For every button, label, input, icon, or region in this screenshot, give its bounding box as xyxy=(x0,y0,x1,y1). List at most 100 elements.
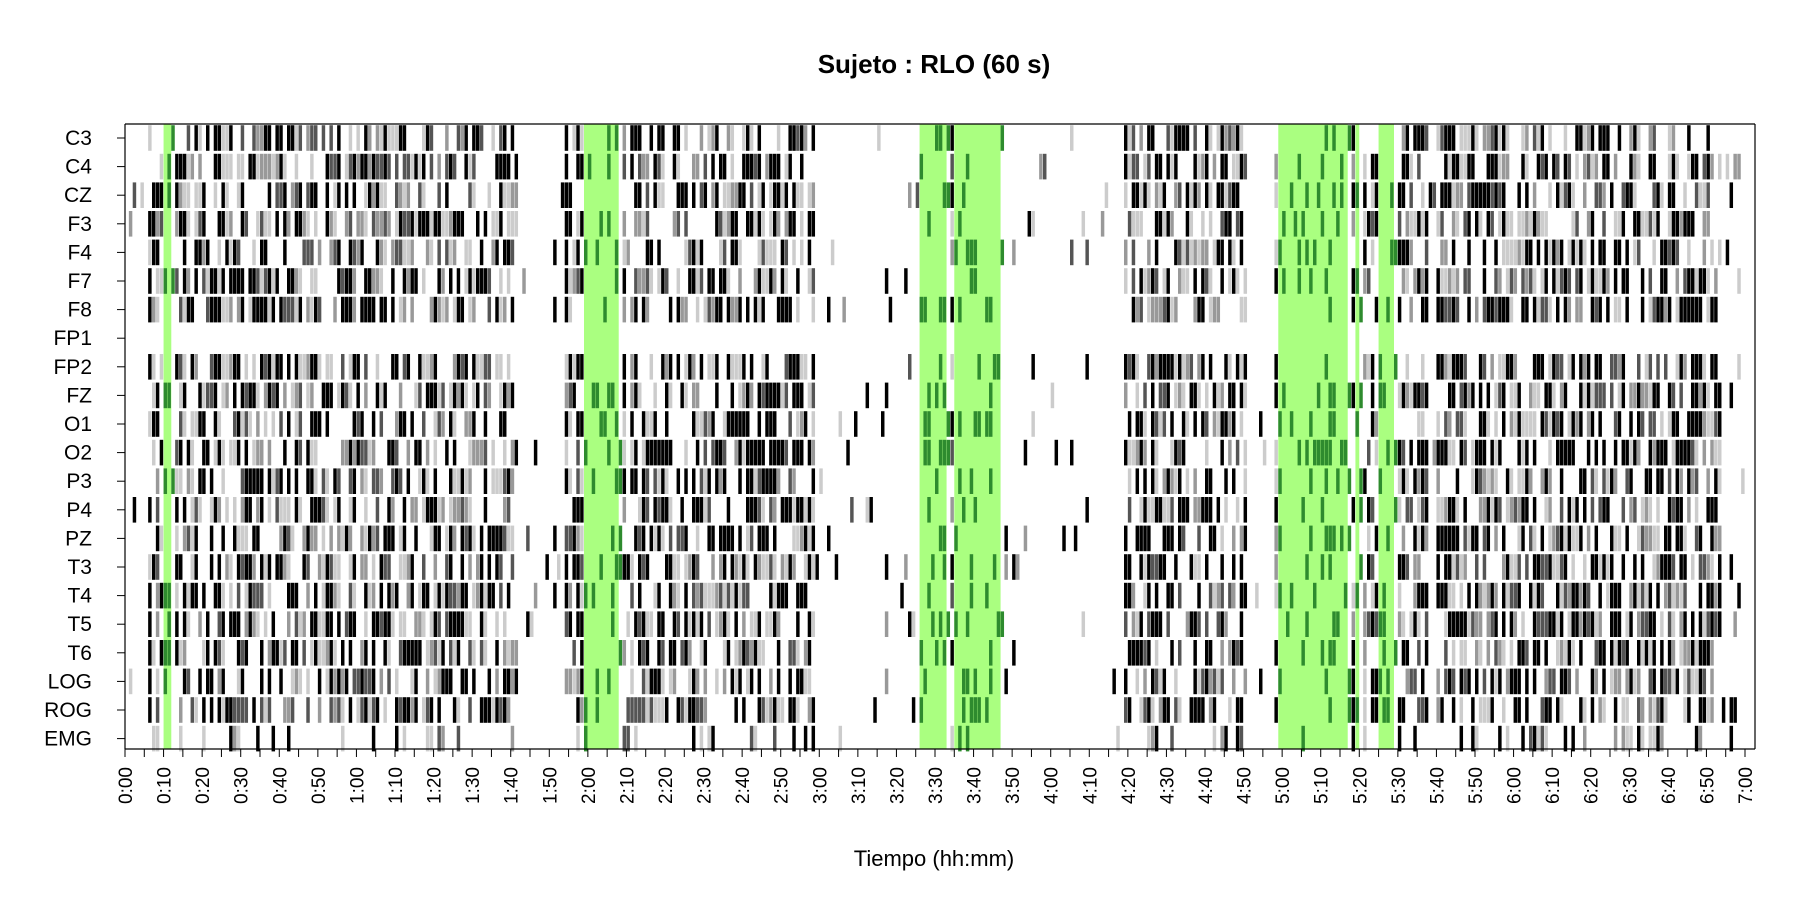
heatmap-cell xyxy=(1613,468,1618,494)
heatmap-cell xyxy=(1694,725,1699,752)
heatmap-cell xyxy=(464,239,468,266)
heatmap-cell xyxy=(1509,497,1514,523)
heatmap-cell xyxy=(1660,268,1664,294)
heatmap-cell xyxy=(256,211,260,237)
heatmap-cell xyxy=(379,182,384,208)
heatmap-cell xyxy=(1174,296,1178,323)
heatmap-cell xyxy=(240,296,245,323)
heatmap-cell xyxy=(460,497,465,523)
heatmap-cell xyxy=(206,382,210,409)
heatmap-cell xyxy=(846,439,850,466)
heatmap-cell xyxy=(865,382,870,409)
heatmap-cell xyxy=(244,211,249,237)
heatmap-cell xyxy=(688,268,692,294)
heatmap-cell xyxy=(213,582,218,609)
heatmap-cell xyxy=(1343,582,1348,609)
heatmap-cell xyxy=(641,611,646,637)
heatmap-cell xyxy=(298,296,303,323)
heatmap-cell xyxy=(352,153,357,180)
heatmap-cell xyxy=(317,497,322,523)
heatmap-cell xyxy=(1274,640,1278,666)
heatmap-cell xyxy=(757,668,762,695)
heatmap-cell xyxy=(252,354,256,380)
heatmap-cell xyxy=(1154,239,1159,266)
heatmap-cell xyxy=(325,554,330,580)
heatmap-cell xyxy=(433,296,438,323)
heatmap-cell xyxy=(460,525,465,552)
heatmap-cell xyxy=(267,697,272,723)
heatmap-cell xyxy=(1617,611,1622,637)
heatmap-cell xyxy=(452,354,457,380)
heatmap-cell xyxy=(159,211,164,237)
heatmap-cell xyxy=(348,697,353,723)
heatmap-cell xyxy=(491,525,495,552)
heatmap-cell xyxy=(479,125,484,151)
heatmap-cell xyxy=(661,468,665,494)
heatmap-cell xyxy=(236,153,241,180)
heatmap-cell xyxy=(757,125,762,151)
heatmap-cell xyxy=(1652,611,1656,637)
heatmap-cell xyxy=(1683,211,1687,237)
heatmap-cell xyxy=(155,668,160,695)
heatmap-cell xyxy=(1274,525,1278,552)
heatmap-cell xyxy=(638,182,642,208)
heatmap-cell xyxy=(198,611,202,637)
heatmap-cell xyxy=(711,268,715,294)
heatmap-cell xyxy=(252,153,256,180)
heatmap-cell xyxy=(163,268,168,294)
heatmap-cell xyxy=(1694,468,1699,494)
heatmap-cell xyxy=(375,525,380,552)
heatmap-cell xyxy=(1421,582,1425,609)
heatmap-cell xyxy=(1671,668,1676,695)
channel-label-pz: PZ xyxy=(65,527,92,550)
heatmap-cell xyxy=(1660,439,1664,466)
heatmap-cell xyxy=(580,668,584,695)
heatmap-cell xyxy=(425,725,430,752)
heatmap-cell xyxy=(1174,382,1178,409)
heatmap-cell xyxy=(1544,640,1548,666)
heatmap-cell xyxy=(738,468,742,494)
heatmap-cell xyxy=(1548,554,1552,580)
heatmap-cell xyxy=(398,382,403,409)
heatmap-cell xyxy=(263,382,268,409)
heatmap-cell xyxy=(1424,125,1429,151)
heatmap-cell xyxy=(1598,611,1602,637)
heatmap-cell xyxy=(1166,296,1170,323)
heatmap-cell xyxy=(1417,497,1421,523)
heatmap-cell xyxy=(495,239,499,266)
heatmap-cell xyxy=(503,296,507,323)
heatmap-cell xyxy=(1559,640,1564,666)
heatmap-cell xyxy=(186,125,191,151)
heatmap-cell xyxy=(1548,382,1552,409)
heatmap-cell xyxy=(341,268,345,294)
heatmap-cell xyxy=(445,582,449,609)
heatmap-cell xyxy=(800,439,804,466)
heatmap-cell xyxy=(1579,382,1583,409)
heatmap-cell xyxy=(256,125,260,151)
heatmap-cell xyxy=(707,411,711,437)
heatmap-cell xyxy=(965,668,970,695)
heatmap-cell xyxy=(437,582,441,609)
heatmap-cell xyxy=(1147,296,1151,323)
heatmap-cell xyxy=(1397,554,1402,580)
heatmap-cell xyxy=(803,125,808,151)
heatmap-cell xyxy=(734,582,738,609)
heatmap-cell xyxy=(1205,382,1209,409)
channel-label-o2: O2 xyxy=(64,442,92,465)
heatmap-cell xyxy=(233,697,237,723)
heatmap-cell xyxy=(456,268,461,294)
heatmap-cell xyxy=(908,182,912,208)
heatmap-cell xyxy=(761,182,765,208)
heatmap-cell xyxy=(580,125,584,151)
heatmap-cell xyxy=(1525,554,1529,580)
heatmap-cell xyxy=(375,497,380,523)
heatmap-cell xyxy=(1166,582,1170,609)
heatmap-cell xyxy=(746,411,750,437)
heatmap-cell xyxy=(371,211,376,237)
heatmap-cell xyxy=(973,411,978,437)
heatmap-cell xyxy=(1355,411,1359,437)
heatmap-cell xyxy=(1583,468,1587,494)
heatmap-cell xyxy=(221,668,225,695)
heatmap-cell xyxy=(1316,439,1321,466)
heatmap-cell xyxy=(1706,582,1710,609)
